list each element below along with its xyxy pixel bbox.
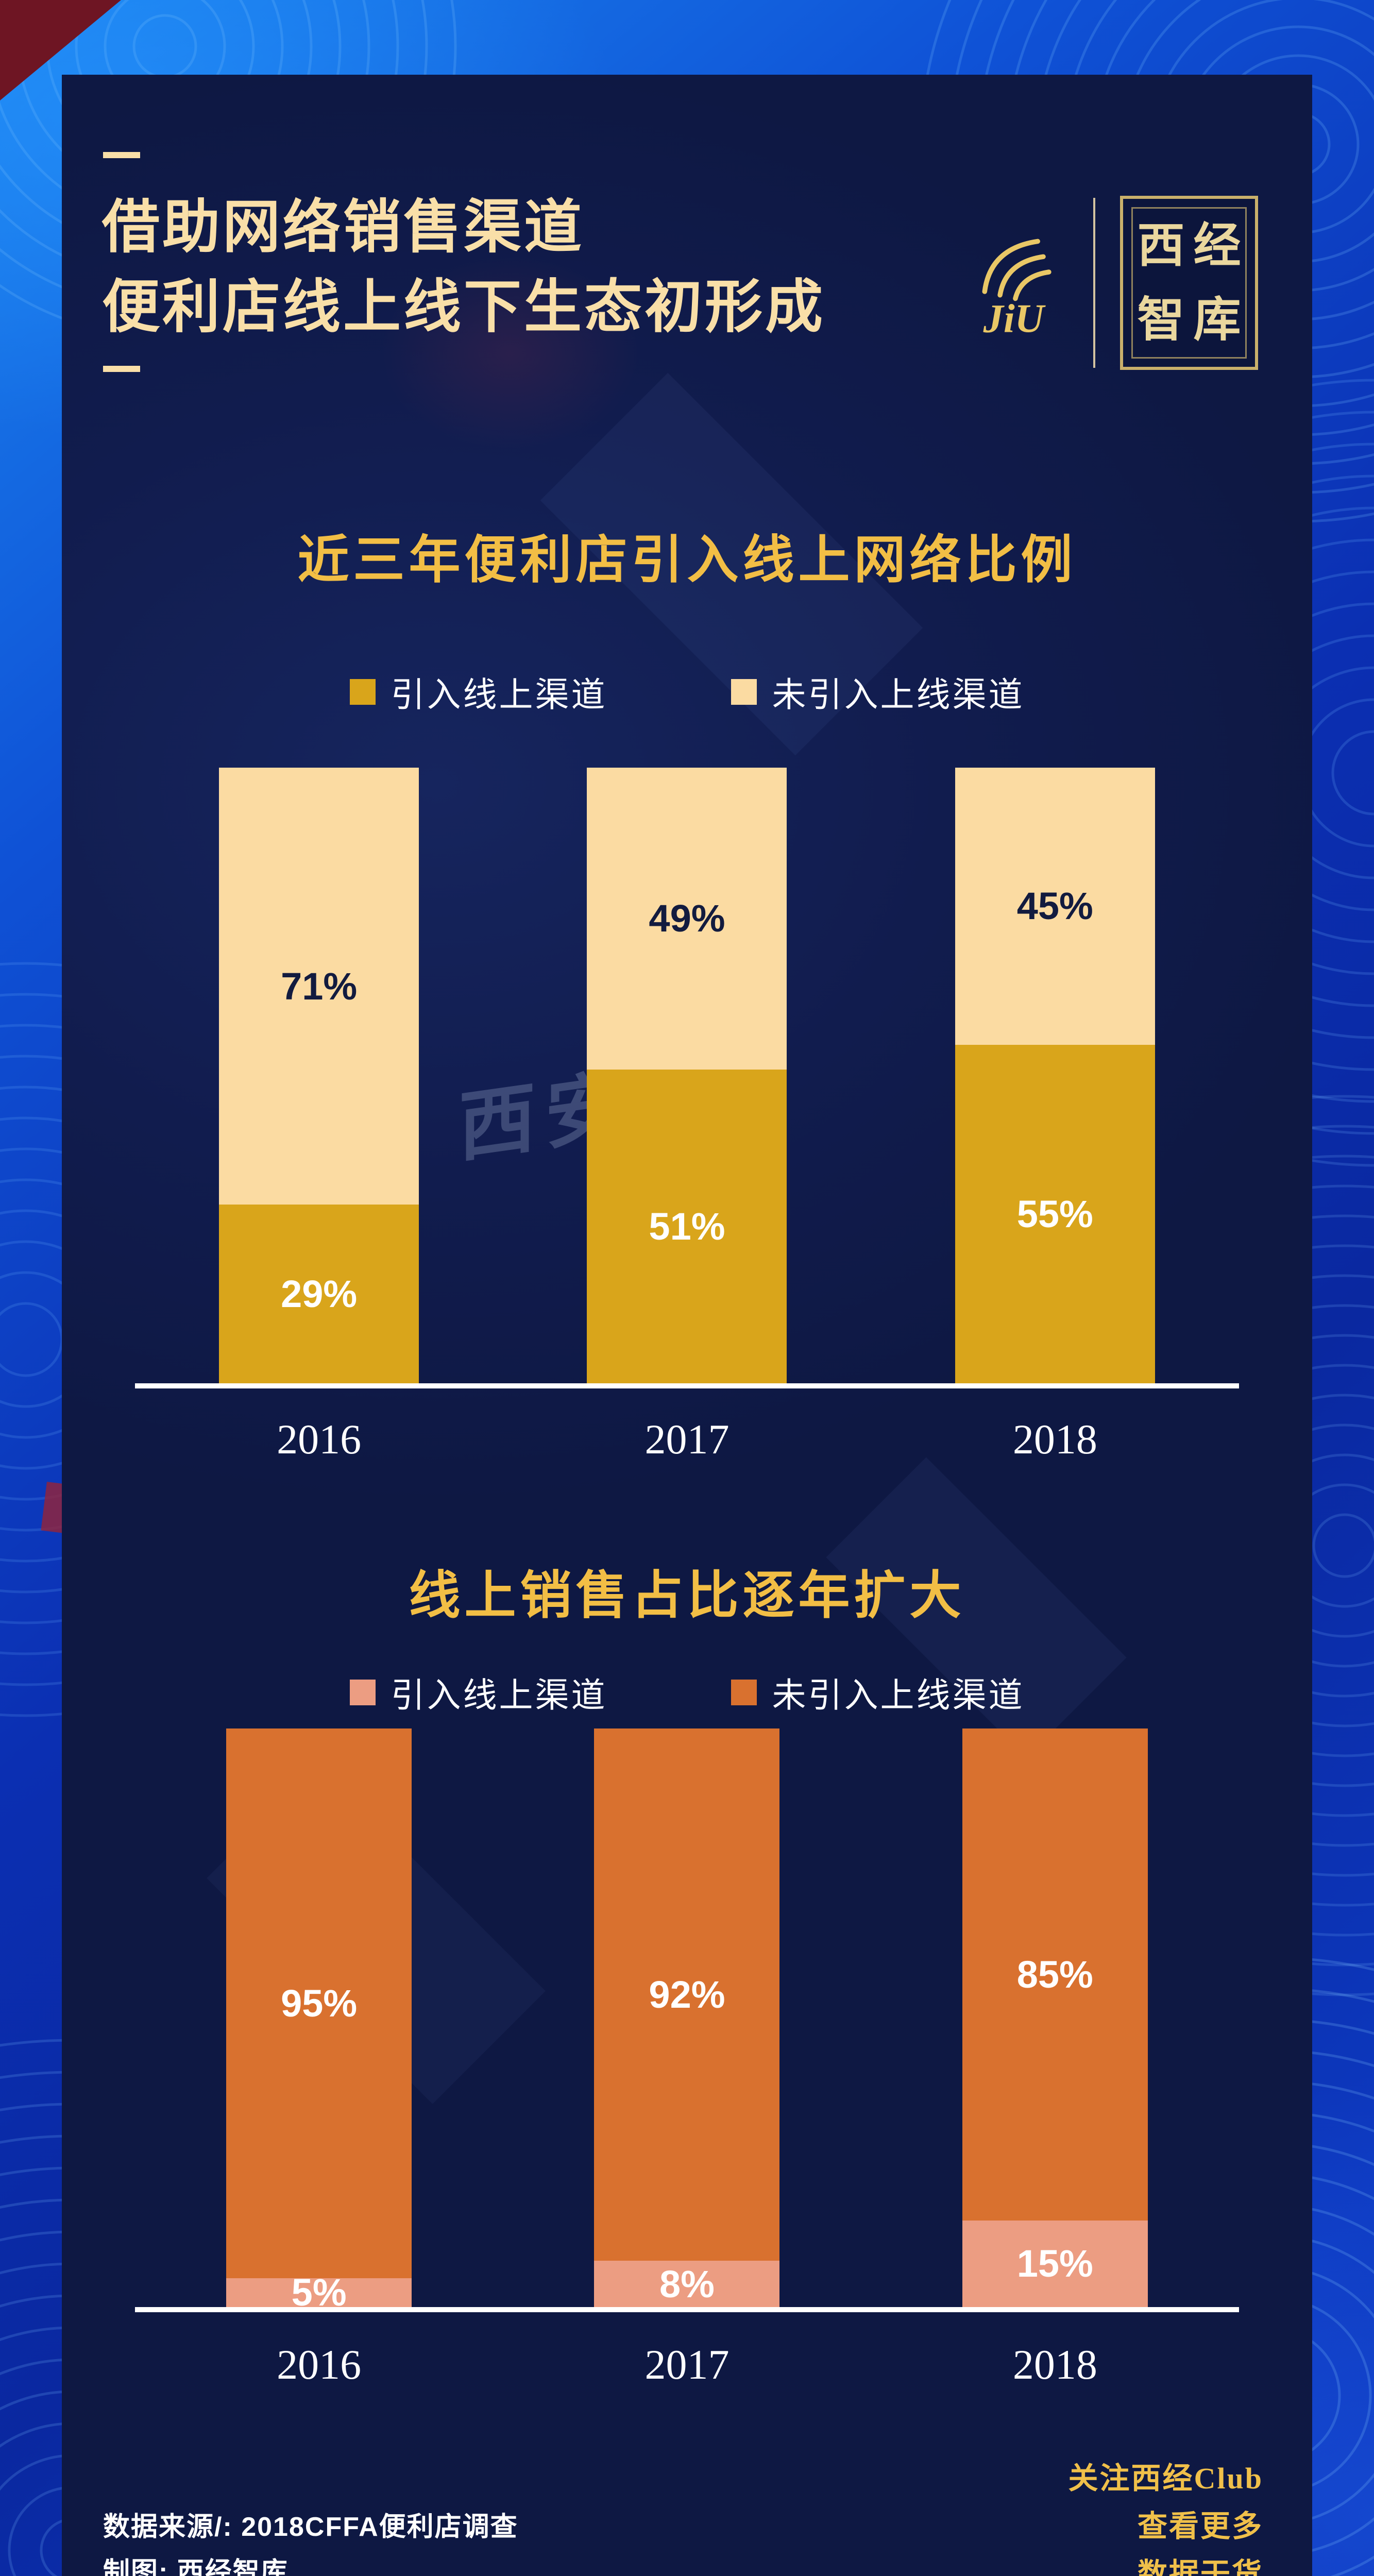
bar-value-label: 45% [1016,885,1093,928]
legend-item: 未引入上线渠道 [731,667,1025,717]
pagoda-glow-decor [381,255,639,451]
bar-segment: 71% [219,768,419,1205]
bar-value-label: 49% [649,897,725,940]
stacked-bar: 45% 55% [955,768,1155,1383]
bar-value-label: 5% [291,2271,347,2314]
seal-char: 库 [1193,294,1241,346]
x-axis-label: 2017 [644,1416,730,1463]
bar-segment: 49% [587,768,787,1070]
header-dash-top [103,152,140,158]
follow-line2: 查看更多 [1137,2509,1263,2543]
seal-inner-frame: 西 经 智 库 [1131,207,1247,359]
bar-value-label: 15% [1016,2242,1093,2285]
bar-segment: 8% [594,2261,780,2307]
x-axis-label: 2016 [277,2341,362,2388]
x-axis-label: 2018 [1012,1416,1097,1463]
red-corner-shape [0,0,121,100]
xijing-seal-logo: 西 经 智 库 [1120,196,1258,370]
legend-label: 引入线上渠道 [391,676,607,714]
legend-item: 引入线上渠道 [349,1668,607,1717]
x-axis-label: 2018 [1012,2341,1097,2388]
bar-segment: 51% [587,1069,787,1383]
logo-group: JiU 西 经 智 库 [971,196,1258,370]
bar-value-label: 29% [281,1273,358,1316]
legend-item: 引入线上渠道 [349,667,607,717]
bar-value-label: 92% [649,1973,725,2016]
bar-value-label: 55% [1016,1192,1093,1235]
bar-segment: 55% [955,1044,1155,1383]
bar-segment: 45% [955,768,1155,1045]
bar-segment: 85% [962,1728,1148,2221]
legend-swatch [731,1680,757,1705]
jiu-logo: JiU [971,229,1068,337]
follow-note: 关注西经Club 查看更多 数据干货 [1068,2455,1263,2576]
chart-online-sales-share: 线上销售占比逐年扩大 引入线上渠道 未引入上线渠道 95% 5% 92% 8% 85% 15… [62,1553,1312,2419]
seal-char: 西 [1137,219,1185,272]
bar-segment: 5% [226,2271,412,2314]
source-line1: 数据来源/: 2018CFFA便利店调查 [103,2512,518,2542]
legend-swatch [731,679,757,705]
data-source-note: 数据来源/: 2018CFFA便利店调查 制图: 西经智库 [103,2504,518,2576]
x-axis-label: 2017 [644,2341,730,2388]
header-dash-bottom [103,366,140,372]
bar-segment: 95% [226,1728,412,2278]
legend: 引入线上渠道 未引入上线渠道 [62,1668,1312,1717]
chart-online-channel-ratio: 近三年便利店引入线上网络比例 引入线上渠道 未引入上线渠道 71% 29% 49% 51… [62,518,1312,1464]
legend-swatch [349,679,376,705]
bar-value-label: 51% [649,1205,725,1248]
legend-item: 未引入上线渠道 [731,1668,1025,1717]
bar-value-label: 85% [1016,1953,1093,1996]
plot: 71% 29% 49% 51% 45% 55% [135,768,1239,1388]
x-axis-label: 2016 [277,1416,362,1463]
chart1-title: 近三年便利店引入线上网络比例 [297,532,1077,589]
jiu-logo-text: JiU [983,296,1046,337]
legend-label: 引入线上渠道 [391,1677,607,1715]
plot: 95% 5% 92% 8% 85% 15% [135,1728,1239,2314]
bar-value-label: 8% [659,2262,715,2306]
stacked-bar: 49% 51% [587,768,787,1383]
logo-divider [1093,198,1095,368]
chart2-title: 线上销售占比逐年扩大 [409,1567,965,1624]
jiu-logo-icon: JiU [982,239,1051,337]
legend-label: 未引入上线渠道 [772,1677,1025,1715]
bar-value-label: 95% [281,1981,358,2025]
x-axis-labels: 2016 2017 2018 [135,1415,1239,1464]
legend-label: 未引入上线渠道 [772,676,1025,714]
seal-char: 经 [1193,219,1241,272]
poster-title-line2: 便利店线上线下生态初形成 [102,276,825,340]
x-axis-labels: 2016 2017 2018 [135,2341,1239,2389]
bar-segment: 29% [219,1205,419,1383]
follow-line3: 数据干货 [1137,2557,1263,2576]
poster-title-line1: 借助网络销售渠道 [102,196,584,260]
stacked-bar: 95% 5% [226,1728,412,2314]
stacked-bar: 71% 29% [219,768,419,1383]
bar-segment: 15% [962,2220,1148,2307]
source-line2: 制图: 西经智库 [103,2557,289,2576]
legend: 引入线上渠道 未引入上线渠道 [62,667,1312,717]
legend-swatch [349,1680,376,1705]
stacked-bar: 92% 8% [594,1728,780,2307]
seal-char: 智 [1137,294,1185,346]
bar-segment: 92% [594,1728,780,2261]
main-panel: 西安 借助网络销售渠道 便利店线上线下生态初形成 JiU 西 经 智 库 近三年… [62,75,1312,2576]
bar-value-label: 71% [281,964,358,1008]
follow-line1: 关注西经Club [1068,2462,1263,2495]
stacked-bar: 85% 15% [962,1728,1148,2307]
